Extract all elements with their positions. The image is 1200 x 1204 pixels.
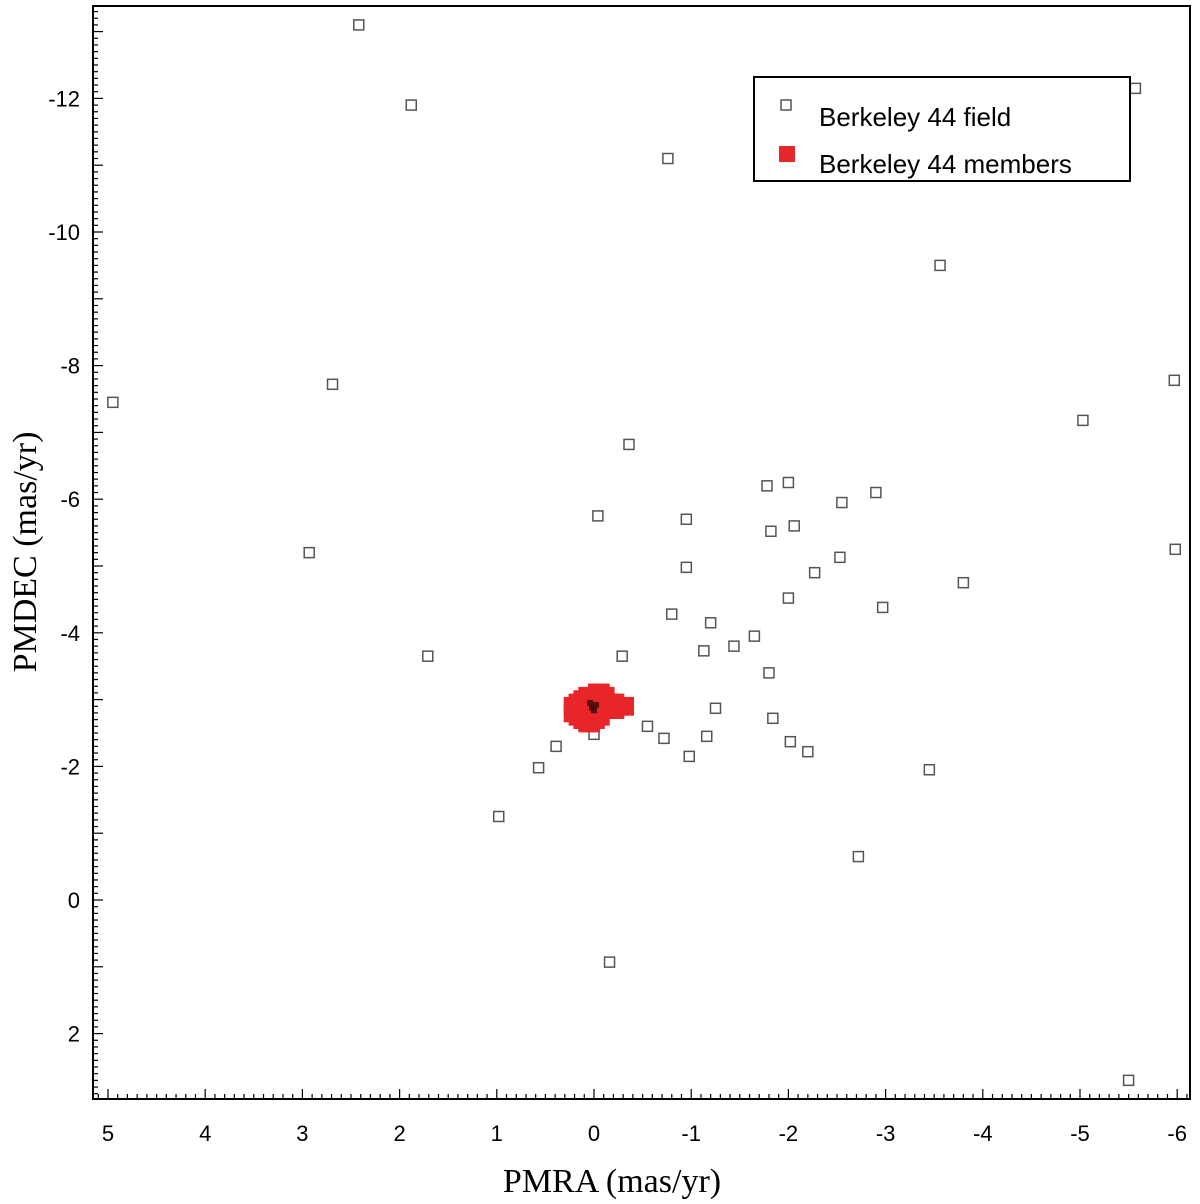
y-tick-label: -6 — [60, 487, 80, 512]
field-point — [683, 750, 696, 763]
field-point — [765, 525, 777, 538]
y-tick-label: -10 — [48, 220, 80, 245]
field-point — [326, 378, 339, 391]
x-tick-label: 1 — [491, 1121, 503, 1146]
field-point — [704, 617, 717, 629]
x-tick-label: -2 — [779, 1121, 799, 1146]
legend-members-label: Berkeley 44 members — [819, 149, 1072, 179]
field-point — [422, 650, 434, 662]
field-point — [532, 761, 545, 774]
x-tick-label: -1 — [681, 1121, 701, 1146]
field-point — [592, 510, 604, 522]
field-point — [782, 476, 795, 489]
field-point — [1168, 374, 1181, 387]
y-tick-label: -2 — [60, 754, 80, 779]
field-point — [1129, 82, 1142, 95]
field-series — [107, 19, 1182, 1087]
x-tick-label: -4 — [973, 1121, 993, 1146]
x-axis-ticks: 5 4 3 2 1 0 -1 -2 -3 -4 -5 -6 — [97, 1089, 1188, 1146]
field-point — [923, 763, 936, 776]
members-series — [563, 683, 635, 733]
field-point — [1122, 1074, 1135, 1087]
y-tick-label: -8 — [60, 354, 80, 379]
field-point — [808, 566, 821, 579]
field-point — [870, 486, 882, 499]
field-point — [934, 259, 946, 272]
field-point — [701, 730, 713, 743]
field-point — [836, 496, 848, 509]
y-axis-title: PMDEC (mas/yr) — [7, 432, 44, 673]
field-point — [603, 956, 616, 968]
legend-field-label: Berkeley 44 field — [819, 102, 1011, 132]
legend-box — [753, 76, 1131, 182]
field-point — [303, 546, 315, 559]
field-point — [788, 520, 800, 532]
field-point — [852, 850, 865, 863]
field-point — [1077, 414, 1089, 427]
x-tick-label: 3 — [296, 1121, 308, 1146]
field-point — [550, 740, 562, 753]
field-point — [405, 99, 418, 111]
field-point — [107, 396, 119, 409]
member-core-point — [592, 701, 599, 708]
x-axis-title: PMRA (mas/yr) — [503, 1163, 721, 1200]
field-point — [957, 576, 970, 589]
field-point — [784, 735, 797, 748]
x-tick-label: 5 — [102, 1121, 114, 1146]
field-point — [616, 650, 628, 662]
field-point — [763, 667, 775, 679]
field-point — [698, 645, 710, 657]
y-tick-label: 0 — [68, 888, 80, 913]
x-tick-label: -5 — [1070, 1121, 1090, 1146]
field-point — [1169, 543, 1182, 556]
field-point — [680, 561, 693, 574]
member-core-point — [587, 699, 594, 706]
legend: Berkeley 44 field Berkeley 44 members — [753, 76, 1131, 182]
field-point — [876, 601, 889, 614]
member-point — [622, 696, 635, 709]
field-point — [492, 810, 505, 823]
y-tick-label: 2 — [68, 1022, 80, 1047]
field-point — [641, 720, 654, 733]
field-point — [782, 592, 795, 604]
field-point — [834, 551, 846, 564]
field-point — [709, 702, 722, 715]
member-core-point — [591, 707, 597, 714]
field-point — [680, 513, 693, 525]
x-tick-label: 4 — [199, 1121, 211, 1146]
field-point — [662, 152, 674, 165]
legend-members-marker — [779, 146, 795, 162]
y-axis-ticks: -12 -10 -8 -6 -4 -2 0 2 — [48, 10, 103, 1095]
x-tick-label: 2 — [393, 1121, 405, 1146]
x-tick-label: -3 — [876, 1121, 896, 1146]
x-tick-label: 0 — [588, 1121, 600, 1146]
field-point — [658, 732, 670, 745]
field-point — [748, 630, 761, 642]
legend-field-marker — [780, 99, 792, 111]
y-tick-label: -4 — [60, 621, 80, 646]
field-point — [666, 608, 678, 620]
field-point — [767, 712, 779, 725]
field-point — [353, 19, 365, 31]
y-tick-label: -12 — [48, 86, 80, 111]
x-tick-label: -6 — [1167, 1121, 1187, 1146]
field-point — [761, 480, 773, 492]
field-point — [623, 438, 635, 451]
field-point — [802, 745, 814, 758]
field-point — [728, 640, 740, 652]
